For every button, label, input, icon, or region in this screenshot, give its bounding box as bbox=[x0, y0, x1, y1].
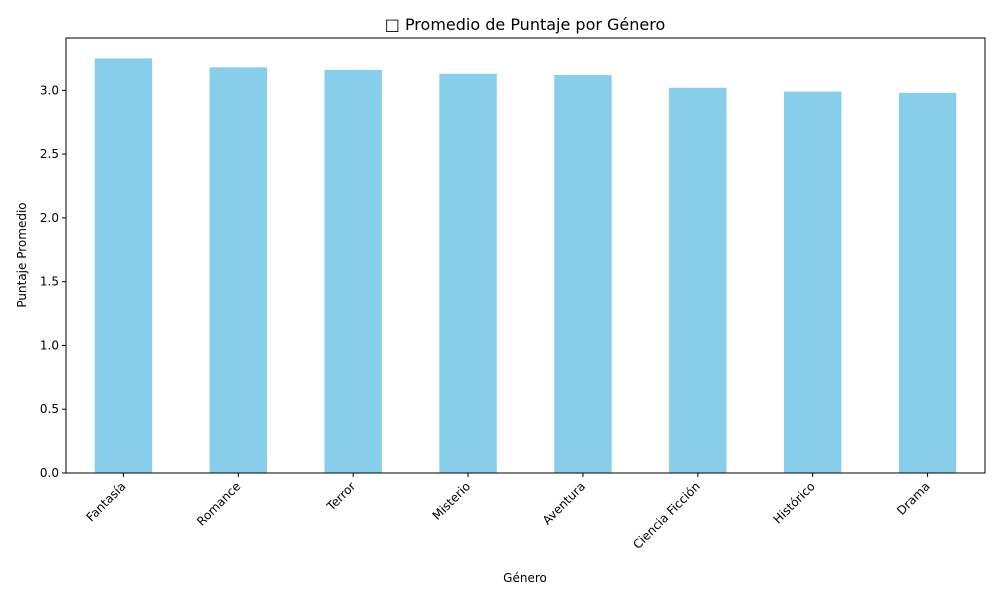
y-tick-label: 1.5 bbox=[40, 275, 59, 289]
x-tick-label: Drama bbox=[894, 479, 933, 518]
bar-5 bbox=[669, 87, 727, 473]
x-tick-label: Aventura bbox=[540, 479, 588, 527]
bar-4 bbox=[554, 74, 612, 473]
y-tick-label: 0.5 bbox=[40, 402, 59, 416]
x-tick-label: Ciencia Ficción bbox=[630, 479, 703, 552]
bar-2 bbox=[324, 69, 382, 474]
y-tick-label: 0.0 bbox=[40, 466, 59, 480]
y-axis: 0.0 0.5 1.0 1.5 2.0 2.5 3.0 bbox=[40, 83, 66, 480]
y-tick-label: 1.0 bbox=[40, 338, 59, 352]
y-tick-label: 3.0 bbox=[40, 83, 59, 97]
bar-0 bbox=[94, 58, 153, 474]
plot-frame bbox=[65, 37, 986, 474]
x-tick-label: Histórico bbox=[771, 479, 818, 526]
x-tick-label: Fantasía bbox=[83, 479, 128, 524]
y-tick-label: 2.0 bbox=[40, 211, 59, 225]
bar-6 bbox=[783, 91, 842, 474]
bar-1 bbox=[209, 67, 268, 473]
chart-title: □ Promedio de Puntaje por Género bbox=[385, 15, 666, 34]
bar-3 bbox=[439, 73, 497, 473]
x-axis-label: Género bbox=[503, 571, 547, 585]
x-tick-label: Romance bbox=[194, 479, 243, 528]
bars-group bbox=[94, 58, 957, 474]
y-axis-label: Puntaje Promedio bbox=[15, 202, 29, 307]
x-axis: Fantasía Romance Terror Misterio Aventura Cie… bbox=[83, 473, 933, 552]
x-tick-label: Terror bbox=[323, 479, 358, 514]
y-tick-label: 2.5 bbox=[40, 147, 59, 161]
x-tick-label: Misterio bbox=[430, 479, 474, 523]
bar-7 bbox=[898, 92, 957, 474]
